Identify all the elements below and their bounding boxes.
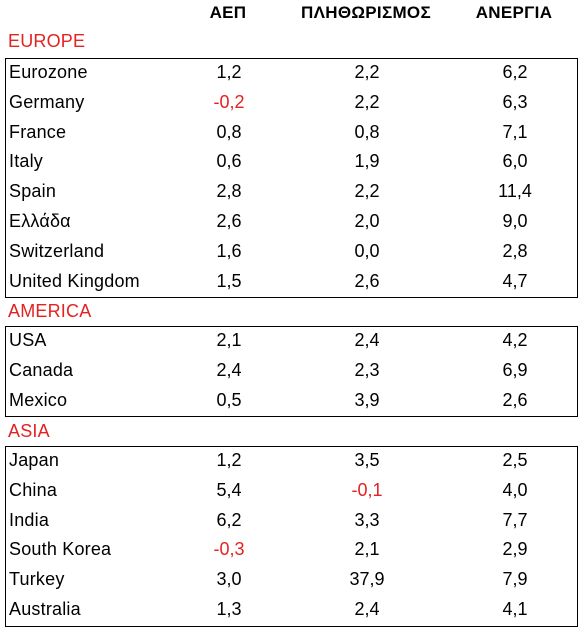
unemployment-value: 7,1 <box>502 121 528 142</box>
unemployment-value: 7,9 <box>502 569 528 590</box>
unemployment-value: 4,0 <box>502 479 528 500</box>
table-row: Italy 0,6 1,9 6,0 <box>6 148 577 178</box>
country-name: Ελλάδα <box>9 210 71 231</box>
table-row: Turkey 3,0 37,9 7,9 <box>6 566 577 596</box>
table-row: United Kingdom 1,5 2,6 4,7 <box>6 268 577 298</box>
inflation-value: 2,2 <box>354 91 380 112</box>
region-table-america: USA 2,1 2,4 4,2 Canada 2,4 2,3 6,9 Mexic… <box>5 326 578 418</box>
gdp-value: 2,4 <box>216 359 242 380</box>
country-name: Spain <box>9 181 57 202</box>
table-row: Spain 2,8 2,2 11,4 <box>6 178 577 208</box>
table-row: Germany -0,2 2,2 6,3 <box>6 89 577 119</box>
table-row: Ελλάδα 2,6 2,0 9,0 <box>6 208 577 238</box>
country-name: Turkey <box>9 569 65 590</box>
unemployment-value: 4,2 <box>502 330 528 350</box>
country-name: Switzerland <box>9 240 105 261</box>
inflation-value: 0,0 <box>354 240 380 261</box>
inflation-value: 2,4 <box>354 330 380 350</box>
table-row: Eurozone 1,2 2,2 6,2 <box>6 59 577 89</box>
gdp-value: 1,3 <box>216 598 242 619</box>
table-row: Mexico 0,5 3,9 2,6 <box>6 387 577 417</box>
unemployment-value: 2,6 <box>502 389 528 410</box>
country-name: France <box>9 121 67 142</box>
inflation-value: 2,4 <box>354 598 380 619</box>
country-name: South Korea <box>9 539 112 560</box>
inflation-value: 2,0 <box>354 210 380 231</box>
table-row: India 6,2 3,3 7,7 <box>6 507 577 537</box>
header-gdp: ΑΕΠ <box>209 3 247 22</box>
inflation-value: 2,6 <box>354 270 380 291</box>
header-inflation: ΠΛΗΘΩΡΙΣΜΟΣ <box>301 3 431 22</box>
inflation-value: 2,3 <box>354 359 380 380</box>
table-row: France 0,8 0,8 7,1 <box>6 119 577 149</box>
region-label-america: AMERICA <box>8 301 92 321</box>
gdp-value: 2,6 <box>216 210 242 231</box>
gdp-value: 1,5 <box>216 270 242 291</box>
country-name: United Kingdom <box>9 270 140 291</box>
country-name: Japan <box>9 450 60 470</box>
gdp-value: -0,3 <box>213 539 245 560</box>
unemployment-value: 2,9 <box>502 539 528 560</box>
table-row: South Korea -0,3 2,1 2,9 <box>6 536 577 566</box>
table-row: Switzerland 1,6 0,0 2,8 <box>6 238 577 268</box>
inflation-value: 2,2 <box>354 62 380 82</box>
region-table-asia: Japan 1,2 3,5 2,5 China 5,4 -0,1 4,0 Ind… <box>5 446 578 627</box>
inflation-value: 3,3 <box>354 509 380 530</box>
table-row: Japan 1,2 3,5 2,5 <box>6 447 577 477</box>
gdp-value: 6,2 <box>216 509 242 530</box>
inflation-value: 37,9 <box>349 569 385 590</box>
table-header: ΑΕΠ ΠΛΗΘΩΡΙΣΜΟΣ ΑΝΕΡΓΙΑ <box>0 0 582 30</box>
gdp-value: -0,2 <box>213 91 245 112</box>
country-name: India <box>9 509 50 530</box>
inflation-value: 3,5 <box>354 450 380 470</box>
country-name: Germany <box>9 91 85 112</box>
gdp-value: 1,2 <box>216 62 242 82</box>
country-name: Australia <box>9 598 81 619</box>
country-name: China <box>9 479 58 500</box>
inflation-value: -0,1 <box>351 479 383 500</box>
unemployment-value: 6,2 <box>502 62 528 82</box>
unemployment-value: 4,7 <box>502 270 528 291</box>
region-label-asia: ASIA <box>8 421 50 441</box>
gdp-value: 2,8 <box>216 181 242 202</box>
table-row: Canada 2,4 2,3 6,9 <box>6 357 577 387</box>
gdp-value: 1,2 <box>216 450 242 470</box>
inflation-value: 1,9 <box>354 151 380 172</box>
unemployment-value: 2,5 <box>502 450 528 470</box>
table-row: USA 2,1 2,4 4,2 <box>6 327 577 357</box>
table-row: China 5,4 -0,1 4,0 <box>6 477 577 507</box>
gdp-value: 3,0 <box>216 569 242 590</box>
inflation-value: 2,1 <box>354 539 380 560</box>
inflation-value: 0,8 <box>354 121 380 142</box>
unemployment-value: 6,9 <box>502 359 528 380</box>
country-name: USA <box>9 330 47 350</box>
country-name: Canada <box>9 359 74 380</box>
gdp-value: 1,6 <box>216 240 242 261</box>
header-unemployment: ΑΝΕΡΓΙΑ <box>475 3 553 22</box>
country-name: Eurozone <box>9 62 88 82</box>
gdp-value: 5,4 <box>216 479 242 500</box>
inflation-value: 3,9 <box>354 389 380 410</box>
gdp-value: 0,5 <box>216 389 242 410</box>
unemployment-value: 6,0 <box>502 151 528 172</box>
unemployment-value: 2,8 <box>502 240 528 261</box>
region-table-europe: Eurozone 1,2 2,2 6,2 Germany -0,2 2,2 6,… <box>5 58 578 299</box>
table-row: Australia 1,3 2,4 4,1 <box>6 596 577 626</box>
unemployment-value: 9,0 <box>502 210 528 231</box>
country-name: Mexico <box>9 389 68 410</box>
unemployment-value: 4,1 <box>502 598 528 619</box>
unemployment-value: 7,7 <box>502 509 528 530</box>
gdp-value: 0,8 <box>216 121 242 142</box>
unemployment-value: 6,3 <box>502 91 528 112</box>
inflation-value: 2,2 <box>354 181 380 202</box>
country-name: Italy <box>9 151 44 172</box>
region-label-europe: EUROPE <box>8 31 86 51</box>
gdp-value: 0,6 <box>216 151 242 172</box>
gdp-value: 2,1 <box>216 330 242 350</box>
unemployment-value: 11,4 <box>498 181 532 202</box>
